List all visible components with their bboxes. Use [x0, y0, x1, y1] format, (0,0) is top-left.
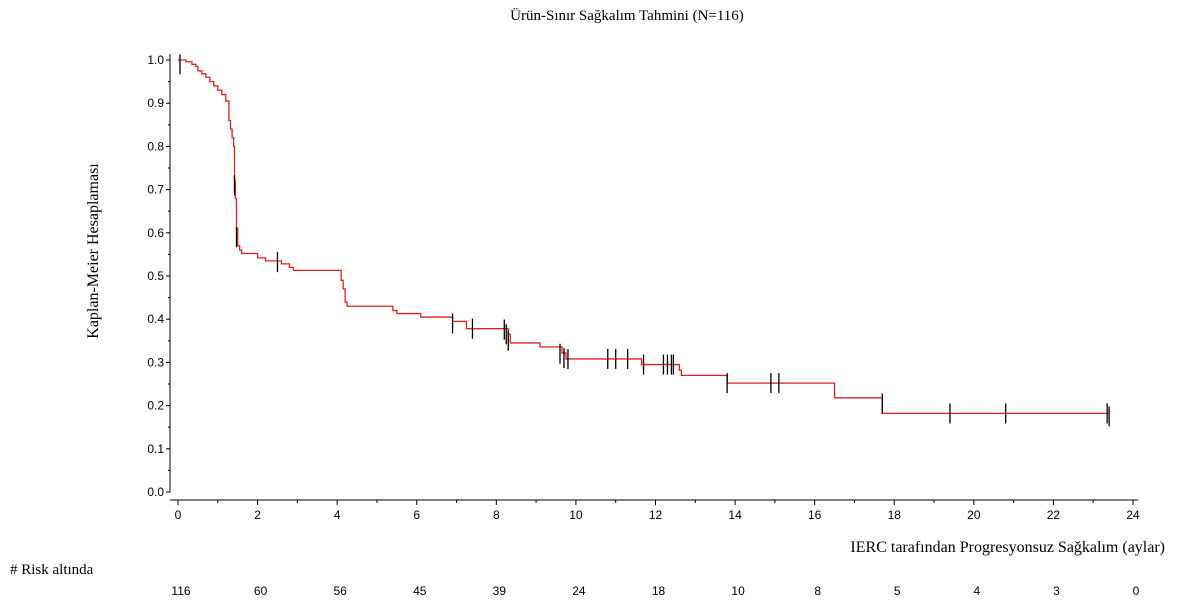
y-tick-label: 0.1 — [147, 442, 164, 456]
x-tick-label: 14 — [728, 508, 742, 522]
y-tick-label: 0.2 — [147, 399, 164, 413]
risk-count: 116 — [171, 584, 190, 598]
y-tick-label: 0.4 — [147, 312, 164, 326]
survival-curve — [178, 59, 1110, 415]
x-tick-label: 0 — [175, 508, 182, 522]
y-axis-label: Kaplan-Meier Hesaplaması — [85, 163, 102, 339]
y-tick-label: 0.9 — [147, 96, 164, 110]
risk-table-values: 116 60 56 45 39 24 18 10 8 5 4 3 0 — [171, 584, 1139, 598]
x-tick-label: 6 — [413, 508, 420, 522]
x-tick-label: 20 — [967, 508, 981, 522]
risk-count: 18 — [652, 584, 666, 598]
x-tick-label: 10 — [569, 508, 583, 522]
x-tick-label: 2 — [254, 508, 261, 522]
risk-count: 5 — [894, 584, 901, 598]
risk-count: 60 — [254, 584, 268, 598]
y-tick-label: 0.6 — [147, 226, 164, 240]
risk-count: 4 — [973, 584, 980, 598]
y-tick-label: 0.5 — [147, 269, 164, 283]
x-axis-label: IERC tarafından Progresyonsuz Sağkalım (… — [850, 539, 1165, 556]
x-tick-label: 22 — [1047, 508, 1061, 522]
x-tick-label: 4 — [334, 508, 341, 522]
y-tick-label: 0.7 — [147, 183, 164, 197]
chart-title: Ürün-Sınır Sağkalım Tahmini (N=116) — [510, 7, 744, 24]
x-tick-label: 12 — [649, 508, 663, 522]
risk-count: 3 — [1053, 584, 1060, 598]
risk-count: 24 — [572, 584, 586, 598]
y-tick-label: 1.0 — [147, 53, 164, 67]
risk-count: 45 — [413, 584, 427, 598]
risk-count: 39 — [493, 584, 507, 598]
risk-count: 8 — [814, 584, 821, 598]
y-tick-label: 0.8 — [147, 139, 164, 153]
x-tick-label: 18 — [888, 508, 902, 522]
x-tick-label: 24 — [1126, 508, 1140, 522]
x-tick-label: 16 — [808, 508, 822, 522]
y-tick-label: 0.0 — [147, 485, 164, 499]
risk-count: 56 — [333, 584, 347, 598]
plot-area — [178, 54, 1110, 427]
y-tick-label: 0.3 — [147, 355, 164, 369]
axes: 0.00.10.20.30.40.50.60.70.80.91.00 2 4 6 8 10… — [147, 53, 1140, 522]
risk-table-label: # Risk altında — [10, 562, 94, 578]
risk-count: 10 — [731, 584, 745, 598]
risk-count: 0 — [1133, 584, 1140, 598]
x-tick-label: 8 — [493, 508, 500, 522]
